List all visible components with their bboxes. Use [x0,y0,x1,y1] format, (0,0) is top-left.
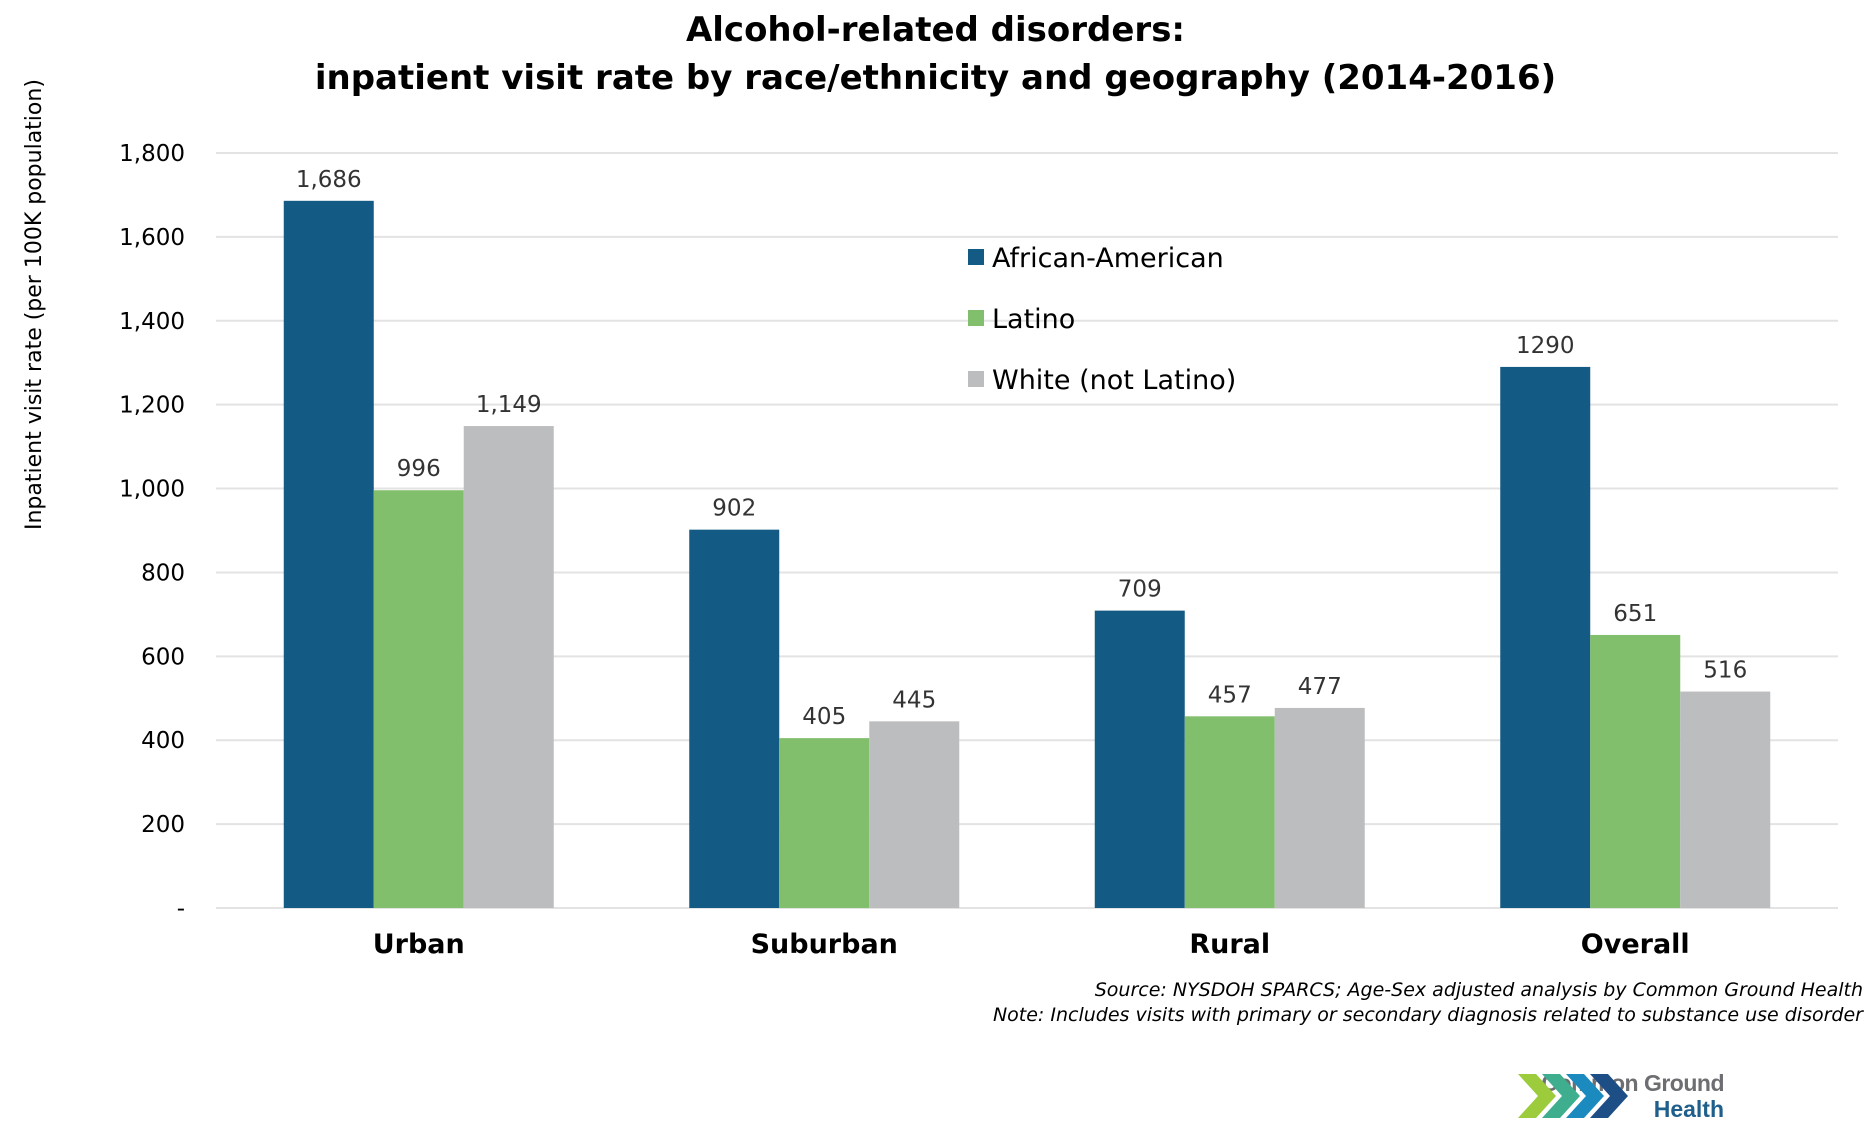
y-tick-label: 600 [141,644,185,670]
bar-white-not-latino--suburban [869,721,960,908]
data-label: 1,686 [296,167,362,193]
bar-white-not-latino--overall [1680,691,1771,908]
data-label: 651 [1613,601,1657,627]
bar-latino-rural [1184,716,1275,908]
x-category-label: Urban [373,929,465,960]
legend-swatch [968,249,984,265]
y-tick-label: 1,000 [119,477,185,503]
data-label: 457 [1208,682,1252,708]
chart-title: Alcohol-related disorders: inpatient vis… [0,6,1871,102]
y-tick-label: 1,800 [119,141,185,167]
common-ground-health-logo: Common Ground Health [1518,1068,1838,1128]
legend-label: Latino [992,304,1075,335]
bar-white-not-latino--urban [463,426,554,908]
chevron-arrows-icon [1518,1074,1628,1118]
chart-subtitle: inpatient visit rate by race/ethnicity a… [314,58,1557,98]
bars [283,200,1771,909]
data-label: 996 [397,456,441,482]
legend-swatch [968,310,984,326]
bar-african-american-overall [1500,366,1591,909]
x-category-label: Overall [1581,929,1690,960]
y-axis-ticks: - 200 400 600 800 1,000 1,200 1,400 1,600 1,800 [119,141,185,922]
data-label: 516 [1703,658,1747,684]
bar-latino-suburban [779,738,870,908]
bar-african-american-rural [1094,610,1185,908]
y-tick-label: - [177,896,185,922]
diagnosis-note: Note: Includes visits with primary or se… [992,1004,1863,1026]
chart-footnotes: Source: NYSDOH SPARCS; Age-Sex adjusted … [993,978,1863,1028]
legend-label: White (not Latino) [992,365,1236,396]
x-category-label: Suburban [751,929,898,960]
bar-african-american-suburban [689,529,780,908]
y-tick-label: 800 [141,560,185,586]
chart-title-line1: Alcohol-related disorders: [685,10,1186,50]
data-label: 477 [1298,674,1342,700]
bar-african-american-urban [283,200,374,909]
data-labels: 1,686 996 1,149 902 405 445 709 457 477 1290 651 51… [296,167,1747,730]
data-label: 709 [1118,577,1162,603]
source-note: Source: NYSDOH SPARCS; Age-Sex adjusted … [1094,979,1863,1001]
y-tick-label: 1,400 [119,309,185,335]
x-axis-categories: Urban Suburban Rural Overall [373,929,1690,960]
data-label: 902 [712,496,756,522]
bar-white-not-latino--rural [1274,707,1365,908]
data-label: 445 [892,687,936,713]
y-tick-label: 1,200 [119,393,185,419]
x-category-label: Rural [1189,929,1270,960]
bar-latino-urban [373,490,464,908]
legend: African-American Latino White (not Latino) [968,243,1236,396]
legend-label: African-American [992,243,1224,274]
y-tick-label: 200 [141,812,185,838]
data-label: 405 [802,704,846,730]
y-tick-label: 400 [141,728,185,754]
data-label: 1290 [1516,333,1575,359]
logo-text-line2: Health [1653,1096,1724,1122]
data-label: 1,149 [476,392,542,418]
bar-latino-overall [1590,634,1681,908]
y-tick-label: 1,600 [119,225,185,251]
legend-swatch [968,371,984,387]
